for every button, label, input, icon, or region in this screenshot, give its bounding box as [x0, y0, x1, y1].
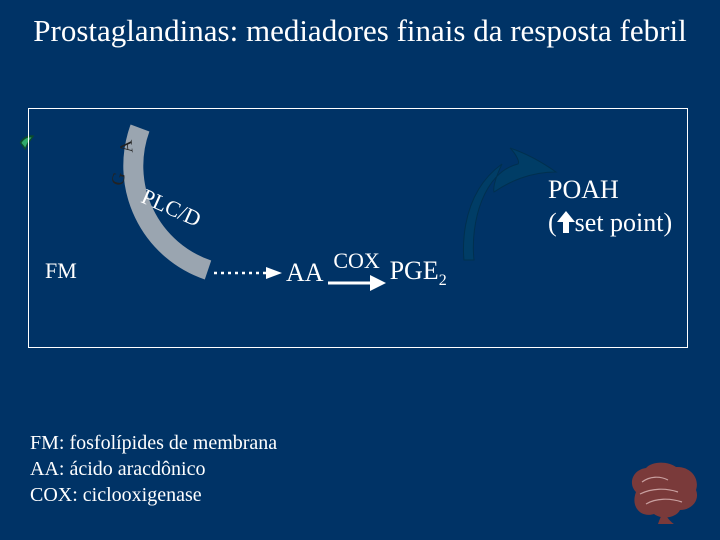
legend-line-1: FM: fosfolípides de membrana — [30, 430, 277, 456]
pge2-sub: 2 — [439, 272, 447, 289]
legend: FM: fosfolípides de membrana AA: ácido a… — [30, 430, 277, 508]
brain-icon — [624, 462, 702, 524]
slide-title: Prostaglandinas: mediadores finais da re… — [0, 12, 720, 49]
legend-line-2: AA: ácido aracdônico — [30, 456, 277, 482]
legend-line-3: COX: ciclooxigenase — [30, 482, 277, 508]
reaction-flow: AA COX PGE2 — [212, 248, 451, 298]
poah-line2: (set point) — [548, 207, 672, 240]
up-arrow-icon — [557, 211, 575, 233]
curve-arrow-icon — [444, 142, 564, 262]
fm-label: FM — [45, 258, 77, 284]
dotted-arrow-icon — [212, 262, 282, 284]
poah-line1: POAH — [548, 174, 672, 207]
pge2-text: PGE — [390, 256, 439, 285]
pge2-label: PGE2 — [390, 256, 447, 290]
membrane-arc: A G — [40, 110, 300, 350]
slide: Prostaglandinas: mediadores finais da re… — [0, 0, 720, 540]
svg-text:A: A — [115, 139, 136, 154]
solid-arrow-icon — [328, 268, 386, 298]
poah-text: POAH (set point) — [548, 174, 672, 239]
aa-label: AA — [286, 258, 324, 288]
